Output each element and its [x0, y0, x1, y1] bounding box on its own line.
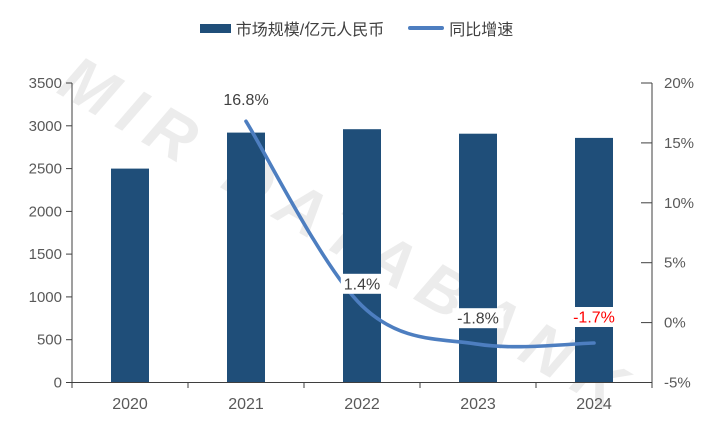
left-axis-tick-label: 3500 [29, 75, 62, 92]
data-label-2021: 16.8% [223, 92, 268, 109]
data-label-bg-2022 [340, 273, 384, 294]
data-label-2023: -1.8% [457, 311, 499, 328]
right-axis-tick-label: -5% [664, 375, 691, 392]
x-axis-label-2021: 2021 [228, 396, 264, 413]
legend-item-yoy-growth: 同比增速 [408, 16, 513, 40]
data-label-2024: -1.7% [573, 310, 615, 327]
bar-2022 [343, 129, 381, 383]
legend-label-yoy-growth: 同比增速 [449, 22, 514, 39]
left-axis-tick-label: 3000 [29, 118, 62, 135]
x-axis-label-2022: 2022 [344, 396, 380, 413]
right-axis-tick-label: 20% [664, 75, 694, 92]
bar-series-swatch [199, 23, 231, 33]
right-axis-tick-label: 10% [664, 195, 694, 212]
x-axis-label-2023: 2023 [460, 396, 496, 413]
data-label-2022: 1.4% [344, 276, 380, 293]
bar-2020 [111, 168, 149, 383]
legend-item-market-size: 市场规模/亿元人民币 [199, 16, 385, 40]
right-axis-tick-label: 15% [664, 135, 694, 152]
bar-2024 [575, 137, 613, 383]
left-axis-tick-label: 1500 [29, 246, 62, 263]
left-axis-tick-label: 2000 [29, 203, 62, 220]
data-label-bg-2024 [568, 307, 620, 327]
right-axis-tick-label: 0% [664, 315, 686, 332]
x-axis-label-2024: 2024 [576, 396, 612, 413]
right-axis-tick-label: 5% [664, 255, 686, 272]
yoy-growth-line [244, 119, 596, 349]
line-series-swatch [408, 26, 445, 30]
data-label-bg-2021 [220, 89, 272, 110]
bar-2021 [227, 132, 265, 383]
left-axis-tick-label: 0 [54, 375, 62, 392]
x-axis-label-2020: 2020 [112, 396, 148, 413]
left-axis-tick-label: 500 [37, 332, 62, 349]
left-axis-tick-label: 2500 [29, 161, 62, 178]
legend: 市场规模/亿元人民币 同比增速 [0, 14, 713, 42]
legend-label-market-size: 市场规模/亿元人民币 [235, 22, 385, 39]
data-label-bg-2023 [452, 308, 504, 329]
left-axis-tick-label: 1000 [29, 289, 62, 306]
